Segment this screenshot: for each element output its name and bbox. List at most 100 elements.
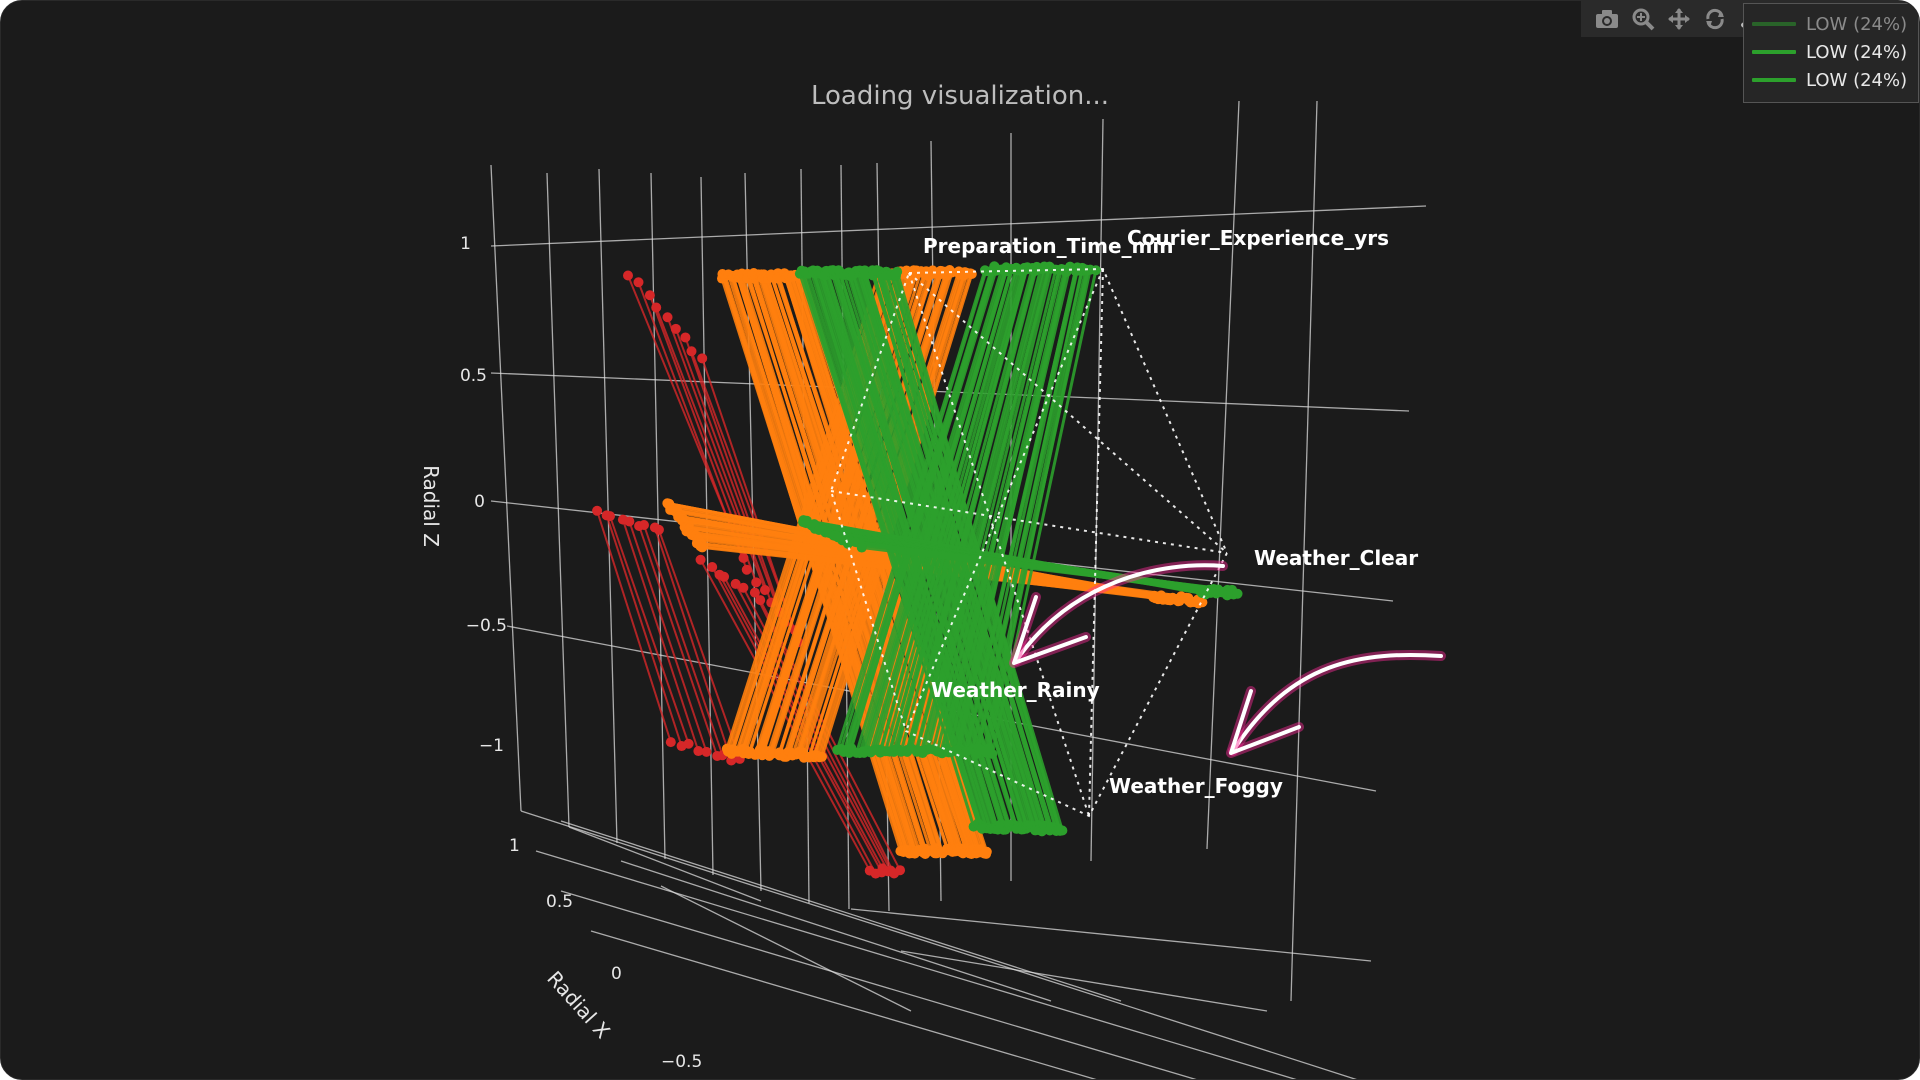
boundary-diagonal <box>1088 268 1104 817</box>
green-series-line <box>839 270 988 750</box>
red-series-point <box>749 587 760 598</box>
legend-item[interactable]: LOW (24%) <box>1744 38 1918 66</box>
grid-line <box>650 172 666 860</box>
orange-series-point <box>697 542 708 553</box>
red-series-point <box>895 865 906 876</box>
legend-label: LOW (24%) <box>1806 13 1908 35</box>
x-tick-label: 0 <box>611 964 622 984</box>
legend: LOW (24%) LOW (24%) LOW (24%) <box>1743 3 1919 103</box>
red-series-point <box>701 746 712 757</box>
green-series-point <box>892 266 903 277</box>
green-series-line <box>944 269 1061 750</box>
red-series-line <box>711 566 877 875</box>
green-series-line <box>971 270 1079 750</box>
red-series-point <box>670 323 681 334</box>
orange-series-point <box>966 268 977 279</box>
grid-line <box>1206 100 1240 850</box>
green-series-line <box>861 546 1238 596</box>
feature-label: Courier_Experience_yrs <box>1127 226 1389 250</box>
green-series-line <box>899 267 1034 753</box>
red-series-point <box>707 562 718 573</box>
red-series-point <box>651 302 662 313</box>
grid-line <box>490 164 522 812</box>
legend-label: LOW (24%) <box>1806 69 1908 91</box>
x-tick-label: −0.5 <box>661 1052 702 1072</box>
green-series-line <box>926 266 1052 750</box>
green-series-point <box>856 542 867 553</box>
green-series-line <box>849 266 997 749</box>
orbit-icon[interactable] <box>1701 5 1729 33</box>
camera-icon[interactable] <box>1593 5 1621 33</box>
loading-message: Loading visualization... <box>810 81 1110 111</box>
z-tick-label: −1 <box>479 736 504 756</box>
red-series-point <box>623 270 634 281</box>
green-series-line <box>895 266 1029 750</box>
red-series-line <box>684 337 786 624</box>
legend-label: LOW (24%) <box>1806 41 1908 63</box>
grid-line <box>535 850 1297 1079</box>
grid-line <box>620 860 1052 1002</box>
x-axis-title: Radial X <box>542 966 615 1043</box>
red-series-line <box>657 529 741 760</box>
pan-icon[interactable] <box>1665 5 1693 33</box>
feature-label: Weather_Clear <box>1254 546 1418 570</box>
red-series-line <box>605 515 683 747</box>
legend-swatch <box>1752 22 1796 26</box>
red-series-point <box>730 578 741 589</box>
green-series-line <box>915 266 1046 753</box>
feature-label: Weather_Foggy <box>1109 774 1283 798</box>
green-series-line <box>855 269 1004 754</box>
green-series-point <box>1083 265 1094 276</box>
legend-item[interactable]: LOW (24%) <box>1744 10 1918 38</box>
green-series-point <box>1054 825 1065 836</box>
red-series-line <box>638 525 719 757</box>
orange-series-point <box>816 751 827 762</box>
red-series-line <box>653 527 733 761</box>
green-series-line <box>920 268 1047 752</box>
grid-line <box>1290 100 1318 1002</box>
legend-item[interactable]: LOW (24%) <box>1744 66 1918 94</box>
annotation-arrow <box>1009 560 1228 668</box>
green-series-point <box>1090 265 1101 276</box>
x-tick-label: 0.5 <box>546 892 573 912</box>
green-series-line <box>947 269 1067 753</box>
z-tick-label: 1 <box>460 234 471 254</box>
red-series-line <box>628 521 708 753</box>
green-series-point <box>987 748 998 759</box>
red-series-line <box>621 519 700 752</box>
red-series-point <box>683 738 694 749</box>
red-series-line <box>666 316 773 603</box>
grid-line <box>520 810 1357 1079</box>
grid-line <box>850 908 1372 962</box>
green-series-line <box>982 270 1089 752</box>
red-series-point <box>738 582 749 593</box>
red-series-point <box>693 746 704 757</box>
grid-line <box>598 168 618 844</box>
grid-line <box>546 172 570 828</box>
grid-line <box>660 885 912 1012</box>
green-series-line <box>835 269 987 751</box>
green-series-line <box>990 269 1098 755</box>
grid-line <box>900 950 1268 1012</box>
z-axis-title: Radial Z <box>419 465 443 547</box>
z-tick-label: 0.5 <box>460 366 487 386</box>
green-series-line <box>931 268 1054 750</box>
red-series-line <box>643 524 724 756</box>
red-series-point <box>604 511 615 522</box>
orange-series-line <box>797 269 952 753</box>
red-series-point <box>662 312 673 323</box>
green-series-line <box>976 267 1084 749</box>
zoom-icon[interactable] <box>1629 5 1657 33</box>
grid-line <box>560 820 1122 1002</box>
red-series-point <box>665 737 676 748</box>
red-series-point <box>751 577 762 588</box>
green-series-line <box>858 269 1006 754</box>
x-tick-label: 1 <box>509 836 520 856</box>
red-series-line <box>596 510 672 743</box>
grid-line <box>560 890 1197 1079</box>
red-series-point <box>644 290 655 301</box>
green-series-line <box>935 269 1058 752</box>
red-series-point <box>633 277 644 288</box>
